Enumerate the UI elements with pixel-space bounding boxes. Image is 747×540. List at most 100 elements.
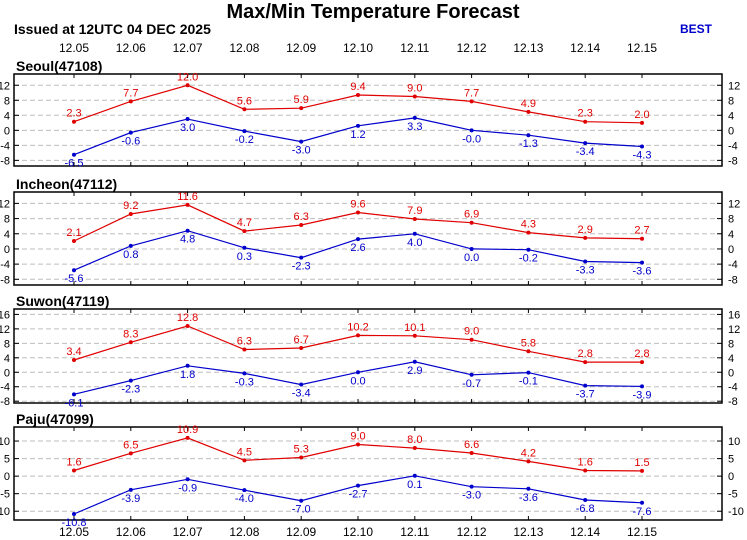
min-temp-point	[242, 371, 247, 376]
max-temp-label: 2.1	[66, 227, 81, 239]
station-name: Paju(47099)	[16, 411, 94, 427]
min-temp-point	[72, 512, 76, 517]
min-temp-label: -2.7	[349, 489, 368, 501]
min-temp-label: 3.0	[180, 122, 195, 134]
min-temp-label: -3.0	[292, 145, 311, 157]
max-temp-label: 10.9	[177, 424, 198, 436]
min-temp-label: -0.0	[462, 133, 481, 145]
y-tick-label-right: 0	[728, 471, 734, 483]
bottom-date-label: 12.08	[229, 525, 259, 539]
max-temp-point	[72, 238, 76, 243]
top-date-axis: 12.05 12.06 12.07 12.08 12.09 12.10 12.11 12.12…	[59, 41, 657, 55]
y-tick-label-left: 0	[4, 471, 10, 483]
y-tick-label-right: -10	[728, 506, 744, 518]
min-temp-label: -6.5	[65, 158, 84, 170]
y-tick-label-left: 5	[4, 454, 10, 466]
min-temp-label: -0.6	[121, 136, 140, 148]
y-tick-label-right: -4	[728, 382, 738, 394]
min-temp-point	[356, 237, 360, 242]
min-temp-label: 4.0	[407, 237, 422, 249]
chart-title: Max/Min Temperature Forecast	[226, 1, 519, 23]
max-temp-point	[128, 99, 133, 104]
top-date-label: 12.11	[400, 41, 429, 55]
min-temp-label: 1.8	[180, 369, 195, 381]
min-temp-point	[412, 115, 417, 120]
min-temp-point	[128, 378, 133, 383]
min-temp-point	[356, 483, 360, 488]
station-name: Incheon(47112)	[16, 176, 117, 192]
y-tick-label-left: 4	[4, 229, 10, 241]
max-temp-point	[526, 349, 531, 354]
min-temp-point	[128, 243, 133, 248]
max-temp-point	[242, 458, 247, 463]
min-temp-label: -3.3	[576, 264, 595, 276]
max-temp-label: 3.4	[66, 346, 81, 358]
min-temp-point	[72, 392, 76, 397]
max-temp-label: 2.9	[578, 224, 593, 236]
min-temp-label: -3.9	[121, 493, 140, 505]
top-date-label: 12.09	[286, 41, 316, 55]
bottom-date-label: 12.12	[457, 525, 487, 539]
bottom-date-label: 12.09	[286, 525, 316, 539]
min-temp-point	[640, 384, 644, 389]
y-tick-label-right: 8	[728, 214, 734, 226]
min-temp-label: -7.6	[633, 506, 652, 518]
max-temp-label: 9.0	[464, 326, 479, 338]
max-temp-label: 4.7	[237, 217, 252, 229]
max-temp-point	[242, 107, 247, 112]
y-tick-label-right: 4	[728, 229, 734, 241]
y-tick-label-left: -4	[0, 140, 10, 152]
max-temp-point	[128, 451, 133, 456]
max-temp-label: 6.9	[464, 209, 479, 221]
min-temp-label: 0.0	[350, 375, 365, 387]
min-temp-point	[356, 370, 360, 375]
max-temp-point	[356, 442, 360, 447]
min-temp-point	[128, 130, 133, 135]
max-temp-label: 10.1	[404, 322, 425, 334]
min-temp-label: -3.4	[576, 146, 595, 158]
min-temp-label: -2.3	[292, 261, 311, 273]
min-temp-point	[526, 486, 531, 491]
y-tick-label-left: -5	[0, 489, 10, 501]
max-temp-label: 6.3	[237, 335, 252, 347]
max-temp-point	[356, 210, 360, 215]
y-tick-label-left: 0	[4, 367, 10, 379]
y-tick-label-left: -10	[0, 506, 10, 518]
y-tick-label-left: 12	[0, 198, 10, 210]
min-temp-label: -10.8	[61, 517, 86, 529]
min-temp-label: -3.6	[633, 266, 652, 278]
max-temp-label: 1.6	[578, 457, 593, 469]
max-temp-point	[356, 93, 360, 98]
max-temp-point	[526, 459, 531, 464]
min-temp-point	[412, 359, 417, 364]
min-temp-label: 2.6	[350, 242, 365, 254]
bottom-date-label: 12.10	[343, 525, 373, 539]
bottom-date-axis: 12.05 12.06 12.07 12.08 12.09 12.10 12.11 12.12…	[59, 525, 657, 539]
min-temp-label: 0.0	[464, 252, 479, 264]
max-temp-point	[185, 202, 190, 207]
min-temp-point	[299, 498, 304, 503]
max-temp-label: 6.7	[294, 334, 309, 346]
max-temp-point	[583, 235, 588, 240]
max-temp-label: 2.8	[578, 348, 593, 360]
min-temp-point	[412, 473, 417, 478]
min-temp-label: 1.2	[350, 129, 365, 141]
station-name: Seoul(47108)	[16, 58, 102, 74]
y-tick-label-left: 16	[0, 309, 10, 321]
y-tick-label-left: 12	[0, 80, 10, 92]
min-temp-label: -5.6	[65, 273, 84, 285]
min-temp-label: -4.3	[633, 149, 652, 161]
min-temp-label: -0.9	[178, 482, 197, 494]
max-temp-point	[185, 435, 190, 440]
max-temp-label: 2.8	[634, 348, 649, 360]
min-temp-point	[299, 382, 304, 387]
min-temp-point	[469, 246, 474, 251]
bottom-date-label: 12.14	[570, 525, 600, 539]
max-temp-label: 12.0	[177, 71, 198, 83]
max-temp-point	[640, 360, 644, 365]
top-date-label: 12.07	[173, 41, 203, 55]
bottom-date-label: 12.05	[59, 525, 89, 539]
min-temp-point	[469, 128, 474, 133]
max-temp-label: 5.6	[237, 95, 252, 107]
